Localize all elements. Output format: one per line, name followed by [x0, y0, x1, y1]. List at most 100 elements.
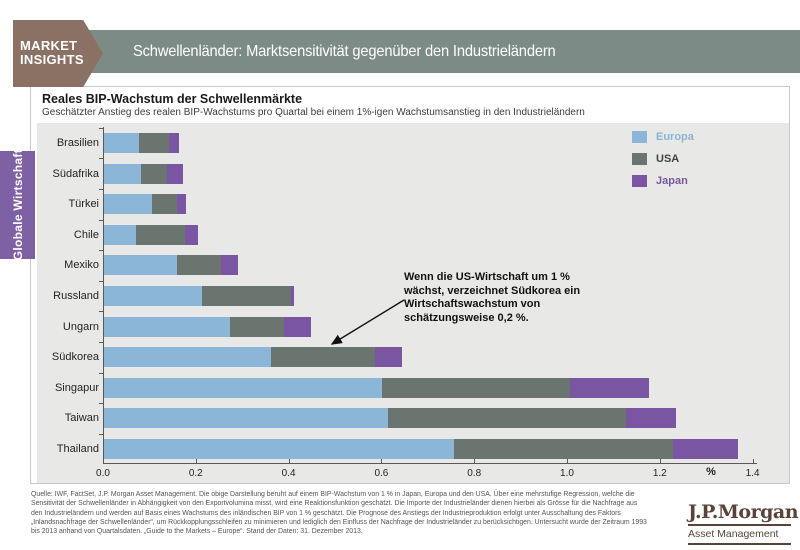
bar-segment-europa — [104, 408, 389, 429]
y-tick — [99, 433, 103, 435]
x-tick-label: 1.0 — [560, 468, 574, 479]
y-tick — [99, 127, 103, 129]
x-tick-label: 0.2 — [188, 468, 203, 479]
x-tick-label: 0.8 — [467, 468, 482, 479]
bar-segment-japan — [168, 133, 180, 153]
y-tick — [99, 158, 103, 160]
y-tick — [99, 341, 103, 343]
bar-segment-japan — [284, 316, 311, 337]
bar-segment-europa — [104, 316, 231, 337]
legend-item-japan: Japan — [632, 175, 694, 187]
legend-label-japan: Japan — [656, 175, 688, 187]
y-tick — [99, 403, 103, 405]
source-line-4: „Inlandsnachfrage der Schwellenländer“, … — [31, 518, 647, 526]
legend-label-europa: Europa — [656, 131, 694, 143]
category-label: Südafrika — [52, 167, 99, 180]
y-tick — [99, 219, 103, 221]
bar-segment-usa — [138, 133, 169, 153]
source-line-1: Quelle: IWF, FactSet, J.P. Morgan Asset … — [31, 491, 635, 498]
x-tick-label: 0.6 — [374, 468, 389, 479]
bar-segment-usa — [176, 255, 222, 276]
x-tick-label: 0.0 — [96, 468, 110, 479]
bar-segment-japan — [290, 286, 294, 306]
bar-segment-usa — [382, 377, 571, 398]
legend-swatch-japan — [632, 175, 647, 187]
bar-segment-japan — [570, 377, 650, 398]
category-label: Singapur — [54, 381, 99, 394]
x-tick — [195, 459, 197, 463]
plot-area: Europa USA Japan Wenn die US-Wirtschaft … — [37, 123, 789, 483]
legend-item-usa: USA — [632, 153, 694, 165]
bar-segment-japan — [626, 408, 677, 429]
bar-segment-japan — [166, 163, 183, 184]
bar-segment-usa — [151, 194, 178, 215]
x-tick — [381, 459, 383, 463]
bar-segment-japan — [673, 439, 738, 459]
x-axis-line — [103, 463, 757, 464]
category-label: Südkorea — [51, 351, 99, 364]
bar-segment-usa — [271, 347, 376, 368]
y-tick — [99, 311, 103, 313]
bar-segment-japan — [177, 194, 186, 215]
sidebar-tab-label: Globale Wirtschaft — [10, 149, 25, 261]
bar-segment-usa — [141, 163, 167, 184]
category-label: Ungarn — [62, 320, 99, 333]
y-tick — [99, 250, 103, 252]
bar-segment-usa — [454, 439, 674, 459]
category-label: Türkei — [68, 198, 99, 211]
sidebar-tab-globale-wirtschaft: Globale Wirtschaft — [0, 149, 35, 261]
annotation-line-4: schätzungsweise 0,2 %. — [404, 311, 529, 324]
bar-segment-usa — [388, 408, 626, 429]
bar-segment-europa — [104, 133, 139, 153]
bar-segment-japan — [185, 224, 199, 245]
legend-swatch-usa — [632, 153, 647, 165]
category-label: Chile — [73, 228, 99, 241]
badge-line-1: MARKET — [20, 38, 78, 53]
chart-title: Reales BIP-Wachstum der Schwellenmärkte — [42, 92, 303, 106]
header-title-bar: Schwellenländer: Marktsensitivität gegen… — [13, 30, 800, 73]
legend: Europa USA Japan — [632, 131, 694, 197]
category-label: Mexiko — [64, 259, 99, 272]
category-label: Thailand — [56, 443, 99, 455]
x-tick-label: 1.4 — [745, 468, 760, 479]
bar-segment-europa — [104, 224, 137, 245]
y-tick — [99, 372, 103, 374]
source-line-3: den Industrieländern und werden auf Basi… — [31, 509, 621, 517]
y-tick — [99, 188, 103, 190]
y-tick — [99, 280, 103, 282]
market-insights-badge: MARKET INSIGHTS — [13, 20, 103, 87]
x-tick — [567, 459, 568, 463]
source-line-5: bis 2013 anhand von Quartalsdaten. „Guid… — [31, 528, 363, 536]
annotation-arrow — [330, 299, 405, 345]
bar-segment-europa — [104, 163, 142, 184]
x-tick-label: 1.2 — [652, 468, 667, 479]
jpmorgan-logo-wordmark: J.P.Morgan — [688, 501, 799, 526]
source-text: Quelle: IWF, FactSet, J.P. Morgan Asset … — [31, 490, 681, 536]
bar-segment-europa — [104, 194, 152, 215]
x-tick — [288, 459, 290, 463]
badge-line-2: INSIGHTS — [20, 52, 84, 67]
annotation-line-1: Wenn die US-Wirtschaft um 1 % — [404, 271, 570, 283]
bar-segment-europa — [104, 439, 455, 459]
category-label: Taiwan — [64, 412, 99, 425]
category-label: Russland — [53, 290, 99, 302]
legend-item-europa: Europa — [632, 131, 694, 143]
x-tick — [752, 459, 754, 463]
x-tick — [474, 459, 476, 463]
jpmorgan-logo-subtitle: Asset Management — [688, 526, 791, 545]
x-tick-label: 0.4 — [281, 468, 296, 479]
annotation-line-2: wächst, verzeichnet Südkorea ein — [404, 284, 581, 297]
page-title: Schwellenländer: Marktsensitivität gegen… — [133, 42, 556, 60]
legend-swatch-europa — [632, 131, 647, 143]
bar-segment-europa — [104, 286, 202, 306]
y-axis-line — [103, 127, 104, 463]
bar-segment-europa — [104, 377, 383, 398]
bar-segment-usa — [230, 316, 285, 337]
bar-segment-europa — [104, 255, 177, 276]
source-line-2: Sensitivität der Schwellenländer in Abhä… — [31, 500, 638, 508]
x-tick — [659, 459, 661, 463]
x-tick — [103, 459, 104, 463]
bar-segment-europa — [104, 347, 272, 368]
bar-segment-usa — [136, 224, 186, 245]
